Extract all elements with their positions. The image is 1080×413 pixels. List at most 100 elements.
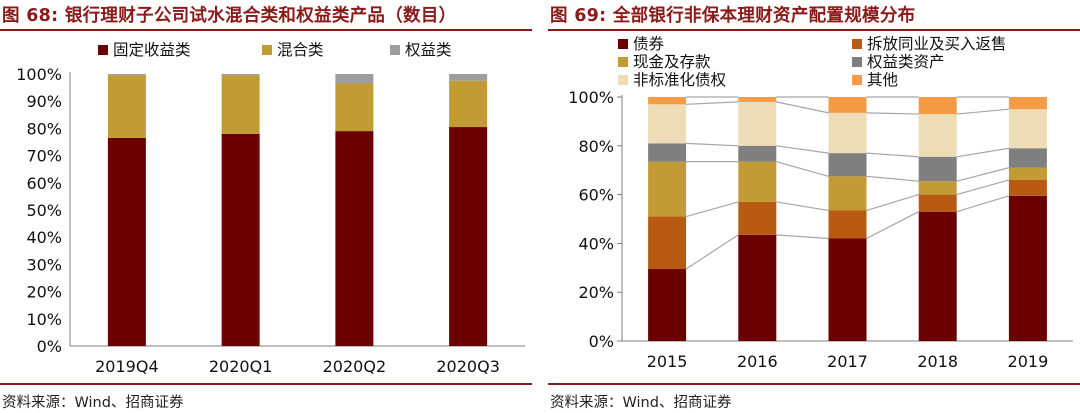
series-connector-line <box>866 175 919 182</box>
legend-swatch <box>852 75 862 85</box>
series-connector-line <box>776 234 829 240</box>
legend-swatch <box>618 75 628 85</box>
y-tick-label: 60% <box>26 174 62 193</box>
bar-segment <box>221 75 260 134</box>
bar-segment <box>828 176 867 211</box>
bar-segment <box>107 74 146 76</box>
bar-segment <box>918 114 957 157</box>
bar-segment <box>918 156 957 182</box>
bar-segment <box>335 83 374 132</box>
x-tick-label: 2020Q1 <box>209 357 273 376</box>
title-rule-left <box>0 29 532 31</box>
bar-segment <box>828 238 867 341</box>
bar-segment <box>449 74 488 81</box>
x-tick-label: 2020Q3 <box>436 357 500 376</box>
bar-segment <box>918 97 957 115</box>
y-tick-label: 100% <box>16 65 62 84</box>
legend-label: 现金及存款 <box>633 53 711 71</box>
stacked-bar-chart-left: 0% 10% 20% 30% 40% 50% 60% 70% 80% 90% 100% 2019Q4 2… <box>16 41 525 376</box>
y-tick-label: 90% <box>26 92 62 111</box>
bar-segment <box>918 211 957 341</box>
bar-segment <box>107 137 146 346</box>
series-connector-line <box>776 145 829 154</box>
y-tick-label: 20% <box>26 283 62 302</box>
legend-label: 混合类 <box>277 41 324 59</box>
bar-segment <box>221 133 260 346</box>
legend-label: 非标准化债权 <box>633 71 726 89</box>
chart-title-right: 图 69: 全部银行非保本理财资产配置规模分布 <box>550 6 916 26</box>
bar-segment <box>648 97 687 105</box>
y-tick-label: 40% <box>578 234 614 253</box>
bar-segment <box>828 153 867 177</box>
series-connector-line <box>956 195 1010 213</box>
series-connector-line <box>685 234 739 270</box>
y-tick-label: 70% <box>26 147 62 166</box>
bar-segment <box>1008 179 1047 196</box>
bar-segment <box>828 210 867 239</box>
chart-title-left: 图 68: 银行理财子公司试水混合类和权益类产品（数目） <box>2 6 457 26</box>
y-tick-label: 40% <box>26 228 62 247</box>
y-tick-label: 20% <box>578 283 614 302</box>
series-connector-line <box>685 201 739 218</box>
bar-segment <box>648 161 687 217</box>
bar-segment <box>335 74 374 84</box>
y-tick-label: 10% <box>26 310 62 329</box>
bar-segment <box>449 80 488 128</box>
legend-swatch <box>98 45 108 55</box>
legend-label: 债券 <box>633 35 665 53</box>
bar-segment <box>738 145 777 162</box>
legend-label: 固定收益类 <box>113 41 191 59</box>
legend-swatch <box>390 45 400 55</box>
chart-panel-right: 图 69: 全部银行非保本理财资产配置规模分布 0% 20% 40% 60% 80% 10… <box>548 0 1080 413</box>
legend-label: 拆放同业及买入返售 <box>867 35 1007 53</box>
legend-swatch <box>618 39 628 49</box>
legend-swatch <box>618 57 628 67</box>
series-connector-line <box>866 194 919 212</box>
series-connector-line <box>956 108 1009 115</box>
bar-segment <box>918 194 957 212</box>
series-connector-line <box>776 201 829 212</box>
y-tick-label: 0% <box>589 332 614 351</box>
x-tick-label: 2017 <box>827 352 868 371</box>
y-tick-label: 30% <box>26 255 62 274</box>
source-note-right: 资料来源：Wind、招商证券 <box>550 395 732 411</box>
source-note-left: 资料来源：Wind、招商证券 <box>2 395 184 411</box>
title-rule-right <box>548 29 1080 31</box>
bar-segment <box>648 269 687 341</box>
legend-label: 权益类 <box>405 41 452 59</box>
legend-swatch <box>262 45 272 55</box>
x-tick-label: 2019Q4 <box>95 357 159 376</box>
bar-segment <box>1008 167 1047 180</box>
legend-label: 权益类资产 <box>867 53 945 71</box>
x-tick-label: 2020Q2 <box>323 357 387 376</box>
y-tick-label: 80% <box>578 137 614 156</box>
bar-segment <box>828 97 867 113</box>
y-tick-label: 100% <box>568 88 614 107</box>
bar-segment <box>738 234 777 341</box>
bar-segment <box>738 101 777 146</box>
bar-segment <box>828 112 867 154</box>
bar-segment <box>648 104 687 144</box>
bar-segment <box>648 216 687 270</box>
bar-segment <box>738 161 777 202</box>
bar-segment <box>738 97 777 102</box>
bar-segment <box>221 74 260 76</box>
series-connector-line <box>956 147 1009 158</box>
bar-segment <box>918 181 957 195</box>
y-tick-label: 80% <box>26 119 62 138</box>
series-connector-line <box>776 161 829 177</box>
bar-segment <box>107 75 146 138</box>
y-tick-label: 0% <box>37 337 62 356</box>
series-connector-line <box>686 142 739 147</box>
series-connector-line <box>956 179 1010 196</box>
legend-label: 其他 <box>867 71 898 89</box>
legend-swatch <box>852 39 862 49</box>
footer-rule-right <box>548 383 1080 385</box>
x-tick-label: 2018 <box>917 352 958 371</box>
footer-rule-left <box>0 383 532 385</box>
series-connector-line <box>866 152 919 158</box>
legend-swatch <box>852 57 862 67</box>
series-connector-line <box>686 101 739 105</box>
series-connector-line <box>956 167 1010 182</box>
x-tick-label: 2015 <box>647 352 688 371</box>
